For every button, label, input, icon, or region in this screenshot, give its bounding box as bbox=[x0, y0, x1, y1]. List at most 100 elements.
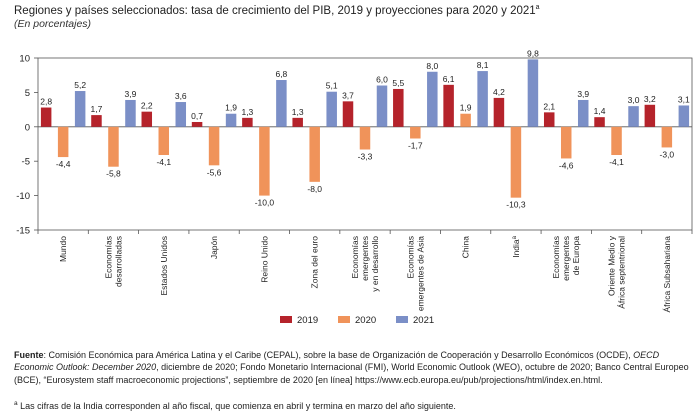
bar-2019 bbox=[292, 117, 303, 127]
bar-2019 bbox=[40, 107, 52, 127]
bar-2019 bbox=[644, 104, 656, 127]
category-label: África Subsahariana bbox=[662, 236, 672, 313]
category-label: desarrolladas bbox=[113, 236, 123, 287]
data-label-2020: -5,6 bbox=[207, 167, 222, 177]
bar-2019 bbox=[91, 115, 102, 127]
y-tick-label: -10 bbox=[16, 191, 30, 202]
bar-2021 bbox=[427, 71, 438, 127]
data-label-2019: 3,2 bbox=[644, 94, 656, 104]
bar-2019 bbox=[141, 111, 153, 127]
y-tick-label: -15 bbox=[16, 226, 30, 237]
data-label-2020: -8,0 bbox=[307, 184, 322, 194]
bar-2021 bbox=[628, 106, 639, 127]
data-label-2020: -4,1 bbox=[156, 157, 171, 167]
data-label-2020: -1,7 bbox=[408, 140, 423, 150]
bar-2019 bbox=[543, 112, 555, 127]
legend-label-2020: 2020 bbox=[355, 315, 376, 326]
bar-2020 bbox=[560, 126, 572, 159]
bar-2021 bbox=[125, 99, 136, 127]
bar-2019 bbox=[594, 117, 605, 127]
data-label-2021: 3,1 bbox=[678, 94, 690, 104]
footnote: a Las cifras de la India corresponden al… bbox=[14, 400, 456, 411]
bar-2019 bbox=[493, 97, 505, 127]
data-label-2020: -4,4 bbox=[56, 159, 71, 169]
data-label-2020: -4,1 bbox=[609, 157, 624, 167]
category-label: África septentrional bbox=[617, 236, 627, 309]
data-label-2021: 6,8 bbox=[275, 69, 287, 79]
category-label: Indiaa bbox=[511, 235, 521, 257]
category-label: Oriente Medio y bbox=[607, 235, 617, 296]
bar-2021 bbox=[326, 91, 337, 127]
data-label-2021: 8,0 bbox=[426, 61, 438, 71]
data-label-2021: 3,0 bbox=[628, 95, 640, 105]
bar-2021 bbox=[477, 71, 488, 127]
bar-2021 bbox=[577, 99, 589, 127]
category-label: de Europa bbox=[571, 236, 581, 275]
y-tick-label: -5 bbox=[22, 157, 30, 168]
data-label-2021: 1,9 bbox=[225, 103, 237, 113]
data-label-2021: 6,0 bbox=[376, 75, 388, 85]
source-note: Fuente: Comisión Económica para América … bbox=[14, 350, 689, 385]
y-tick-label: 0 bbox=[25, 122, 30, 133]
category-label: emergentes bbox=[360, 236, 370, 281]
bar-2020 bbox=[108, 126, 119, 167]
data-label-2019: 3,7 bbox=[342, 90, 354, 100]
category-label: emergentes bbox=[561, 236, 571, 281]
bar-2020 bbox=[510, 126, 522, 198]
data-label-2020: -10,3 bbox=[506, 200, 526, 210]
data-label-2020: 1,9 bbox=[460, 103, 472, 113]
bar-2021 bbox=[225, 113, 237, 127]
data-label-2019: 6,1 bbox=[443, 74, 455, 84]
y-tick-label: 5 bbox=[25, 88, 30, 99]
category-label: y en desarrollo bbox=[370, 236, 380, 292]
bar-2020 bbox=[410, 126, 421, 139]
bar-2019 bbox=[242, 117, 253, 127]
data-label-2021: 5,2 bbox=[74, 80, 86, 90]
category-label: Economías bbox=[103, 236, 113, 279]
bar-2020 bbox=[460, 113, 471, 127]
data-label-2019: 2,1 bbox=[543, 101, 555, 111]
data-label-2019: 4,2 bbox=[493, 87, 505, 97]
data-label-2021: 9,8 bbox=[527, 48, 539, 58]
bar-2019 bbox=[191, 121, 203, 127]
bar-2020 bbox=[611, 126, 622, 156]
data-label-2021: 3,9 bbox=[125, 89, 137, 99]
bar-2020 bbox=[57, 126, 69, 158]
legend-swatch-2021 bbox=[396, 316, 408, 323]
bar-2021 bbox=[678, 105, 690, 127]
legend-swatch-2020 bbox=[338, 316, 350, 323]
data-label-2021: 3,9 bbox=[577, 89, 589, 99]
data-label-2019: 2,2 bbox=[141, 101, 153, 111]
category-label: Mundo bbox=[58, 236, 68, 262]
data-label-2020: -3,3 bbox=[358, 152, 373, 162]
bar-2020 bbox=[661, 126, 673, 148]
bar-2021 bbox=[376, 85, 388, 127]
data-label-2019: 2,8 bbox=[40, 97, 52, 107]
category-label: China bbox=[461, 236, 471, 258]
chart-title: Regiones y países seleccionados: tasa de… bbox=[14, 4, 540, 17]
category-label: Reino Unido bbox=[259, 236, 269, 283]
bar-2021 bbox=[276, 80, 287, 127]
data-label-2020: -10,0 bbox=[255, 198, 275, 208]
data-label-2020: -5,8 bbox=[106, 169, 121, 179]
data-label-2021: 3,6 bbox=[175, 91, 187, 101]
bar-chart: 10 5 0 -5 -10 -15 2,8 1,7 2,2 0,7 1,3 1,3 3,7 5,5 6,1 4… bbox=[16, 48, 693, 326]
legend-label-2021: 2021 bbox=[413, 315, 434, 326]
chart-subtitle: (En porcentajes) bbox=[14, 18, 92, 30]
category-superscript: a bbox=[512, 235, 518, 239]
bar-2021 bbox=[527, 59, 539, 127]
bar-2021 bbox=[74, 91, 86, 127]
y-tick-label: 10 bbox=[19, 54, 30, 65]
data-label-2019: 1,3 bbox=[292, 107, 304, 117]
plot-frame bbox=[37, 57, 693, 231]
bar-2020 bbox=[309, 126, 320, 182]
data-label-2021: 5,1 bbox=[326, 81, 338, 91]
data-label-2019: 1,3 bbox=[241, 107, 253, 117]
category-label: Economías bbox=[405, 236, 415, 279]
data-label-2019: 5,5 bbox=[392, 78, 404, 88]
data-label-2020: -4,6 bbox=[559, 160, 574, 170]
category-label: Economías bbox=[551, 236, 561, 279]
category-label: emergentes de Asia bbox=[415, 236, 425, 311]
data-label-2020: -3,0 bbox=[660, 149, 675, 159]
legend-swatch-2019 bbox=[280, 316, 292, 323]
